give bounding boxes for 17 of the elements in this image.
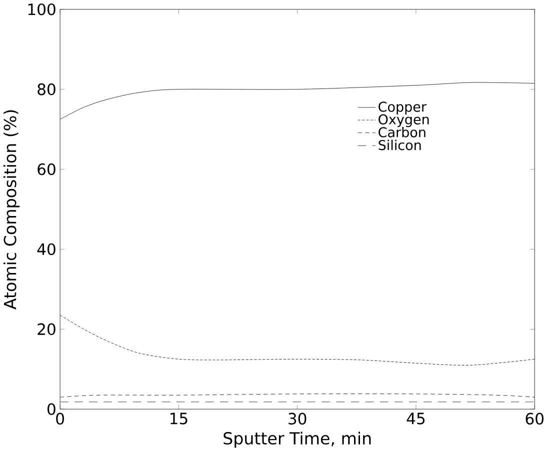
legend-label: Copper [378,102,427,114]
y-tick-label: 20 [38,323,56,335]
y-tick-label: 80 [38,83,56,96]
x-tick-label: 45 [406,412,425,424]
legend-label: Oxygen [378,114,429,127]
x-axis-title: Sputter Time, min [224,432,371,448]
y-tick-label: 40 [37,243,56,255]
x-tick-label: 30 [288,412,306,424]
legend-label: Carbon [378,126,426,138]
y-tick-label: 100 [28,3,56,16]
x-tick-label: 60 [526,412,544,424]
y-axis-title: Atomic Composition (%) [3,110,20,310]
legend-label: Silicon [378,140,421,150]
y-tick-label: 0 [48,403,56,415]
y-tick-label: 60 [38,163,56,176]
x-tick-label: 0 [56,412,64,424]
x-tick-label: 15 [170,412,188,424]
